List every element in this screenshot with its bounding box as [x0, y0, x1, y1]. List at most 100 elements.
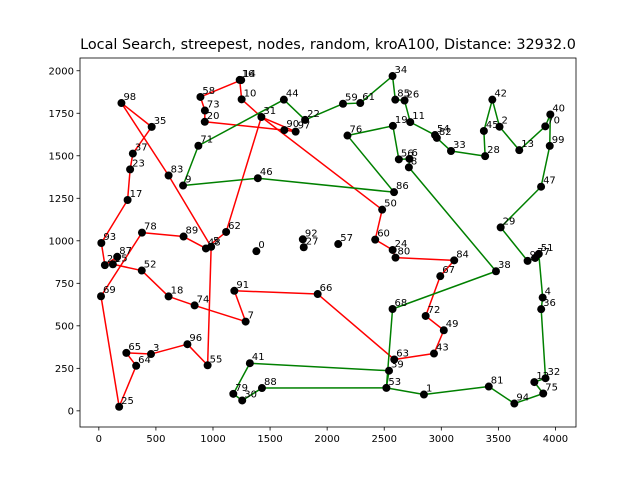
- node-label: 72: [428, 305, 441, 316]
- node-label: 62: [228, 221, 241, 232]
- node-label: 86: [396, 181, 409, 192]
- x-tick-label: 3000: [429, 434, 454, 445]
- node-label: 0: [258, 240, 264, 251]
- x-tick-label: 1500: [257, 434, 282, 445]
- y-tick-label: 1000: [49, 236, 74, 247]
- y-tick-label: 1250: [49, 194, 74, 205]
- node-label: 33: [453, 140, 466, 151]
- node-label: 61: [362, 92, 375, 103]
- node-label: 29: [503, 216, 516, 227]
- node-label: 71: [200, 135, 213, 146]
- node-label: 80: [398, 247, 411, 258]
- node-label: 65: [128, 342, 141, 353]
- node-label: 69: [103, 285, 116, 296]
- node-label: 18: [171, 285, 184, 296]
- node-label: 56: [401, 148, 414, 159]
- node-label: 59: [345, 93, 358, 104]
- node-label: 32: [548, 367, 561, 378]
- node-label: 97: [298, 121, 311, 132]
- x-tick-label: 3500: [486, 434, 511, 445]
- node-label: 48: [208, 237, 221, 248]
- y-tick-label: 500: [55, 321, 74, 332]
- node-label: 74: [197, 294, 210, 305]
- node-label: 23: [132, 158, 145, 169]
- x-tick-label: 500: [146, 434, 165, 445]
- node-label: 98: [123, 92, 136, 103]
- node-label: 19: [395, 115, 408, 126]
- chart-title: Local Search, streepest, nodes, random, …: [80, 37, 576, 53]
- x-tick-label: 4000: [543, 434, 568, 445]
- node-label: 79: [235, 383, 248, 394]
- node-label: 16: [242, 69, 255, 80]
- y-tick-label: 2000: [49, 66, 74, 77]
- node-label: 4: [545, 287, 551, 298]
- node-label: 28: [487, 145, 500, 156]
- node-label: 31: [263, 106, 276, 117]
- node-label: 10: [244, 88, 257, 99]
- node-label: 68: [395, 298, 408, 309]
- node-label: 76: [349, 125, 362, 136]
- node-label: 88: [264, 377, 277, 388]
- node-label: 39: [391, 360, 404, 371]
- node-label: 41: [252, 352, 265, 363]
- node-label: 22: [307, 109, 320, 120]
- node-label: 93: [103, 232, 116, 243]
- node-label: 99: [552, 135, 565, 146]
- y-tick-label: 1750: [49, 109, 74, 120]
- node-label: 70: [547, 115, 560, 126]
- node-label: 17: [130, 189, 143, 200]
- node-label: 53: [388, 377, 401, 388]
- node-label: 36: [543, 298, 556, 309]
- node-label: 66: [320, 283, 333, 294]
- node-label: 21: [107, 254, 120, 265]
- node-label: 46: [260, 167, 273, 178]
- node-label: 1: [426, 384, 432, 395]
- x-tick-label: 0: [96, 434, 102, 445]
- node-label: 84: [456, 249, 469, 260]
- node-label: 38: [498, 260, 511, 271]
- x-tick-label: 1000: [200, 434, 225, 445]
- node-label: 67: [442, 265, 455, 276]
- node-label: 7: [248, 311, 254, 322]
- node-label: 85: [397, 89, 410, 100]
- node-label: 25: [121, 396, 134, 407]
- node-label: 75: [545, 383, 558, 394]
- node-label: 96: [189, 333, 202, 344]
- node-label: 87: [119, 246, 132, 257]
- node-label: 81: [491, 376, 504, 387]
- node-label: 78: [144, 222, 157, 233]
- node-label: 44: [286, 89, 299, 100]
- node-label: 13: [521, 139, 534, 150]
- node-label: 92: [305, 228, 318, 239]
- node-label: 11: [412, 111, 425, 122]
- x-tick-label: 2000: [314, 434, 339, 445]
- node-label: 95: [530, 250, 543, 261]
- y-tick-label: 1500: [49, 151, 74, 162]
- node-label: 91: [236, 280, 249, 291]
- node-label: 20: [207, 111, 220, 122]
- node-label: 37: [135, 143, 148, 154]
- node-label: 89: [186, 226, 199, 237]
- node-label: 55: [210, 354, 223, 365]
- node-label: 47: [543, 176, 556, 187]
- node-label: 64: [138, 355, 151, 366]
- node-label: 2: [502, 116, 508, 127]
- node-label: 34: [395, 65, 408, 76]
- node-label: 3: [153, 343, 159, 354]
- node-label: 63: [396, 348, 409, 359]
- node-label: 73: [207, 100, 220, 111]
- node-label: 82: [439, 127, 452, 138]
- node-label: 35: [154, 116, 167, 127]
- node-label: 94: [516, 393, 529, 404]
- node-label: 60: [377, 229, 390, 240]
- x-tick-label: 2500: [371, 434, 396, 445]
- node-label: 50: [384, 199, 397, 210]
- node-label: 45: [486, 120, 499, 131]
- node-label: 49: [446, 319, 459, 330]
- node-label: 40: [552, 103, 565, 114]
- node-label: 83: [171, 165, 184, 176]
- y-tick-label: 0: [68, 406, 74, 417]
